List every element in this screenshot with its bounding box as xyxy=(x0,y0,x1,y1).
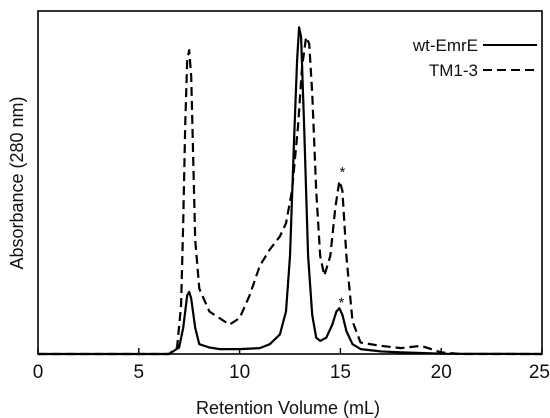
legend: wt-EmrE TM1-3 xyxy=(412,36,537,80)
legend-label-tm1-3: TM1-3 xyxy=(429,61,478,80)
peak-asterisk: * xyxy=(339,164,345,181)
x-ticks: 0 5 10 15 20 25 xyxy=(33,348,550,383)
x-tick-label: 25 xyxy=(529,362,550,383)
y-axis-label: Absorbance (280 nm) xyxy=(7,96,27,269)
legend-label-wt-emre: wt-EmrE xyxy=(412,36,478,55)
x-tick-label: 20 xyxy=(431,362,452,383)
x-tick-label: 15 xyxy=(330,362,351,383)
x-tick-label: 0 xyxy=(33,362,44,383)
x-tick-label: 5 xyxy=(134,362,145,383)
plot-frame xyxy=(37,10,543,355)
series-line-wt-emre xyxy=(38,26,543,356)
series-line-tm1-3 xyxy=(38,36,542,356)
x-axis-label: Retention Volume (mL) xyxy=(196,398,380,418)
x-tick-label: 10 xyxy=(229,362,250,383)
peak-asterisk: * xyxy=(338,295,344,312)
annotations: ** xyxy=(338,164,345,312)
series-layer xyxy=(38,26,543,356)
